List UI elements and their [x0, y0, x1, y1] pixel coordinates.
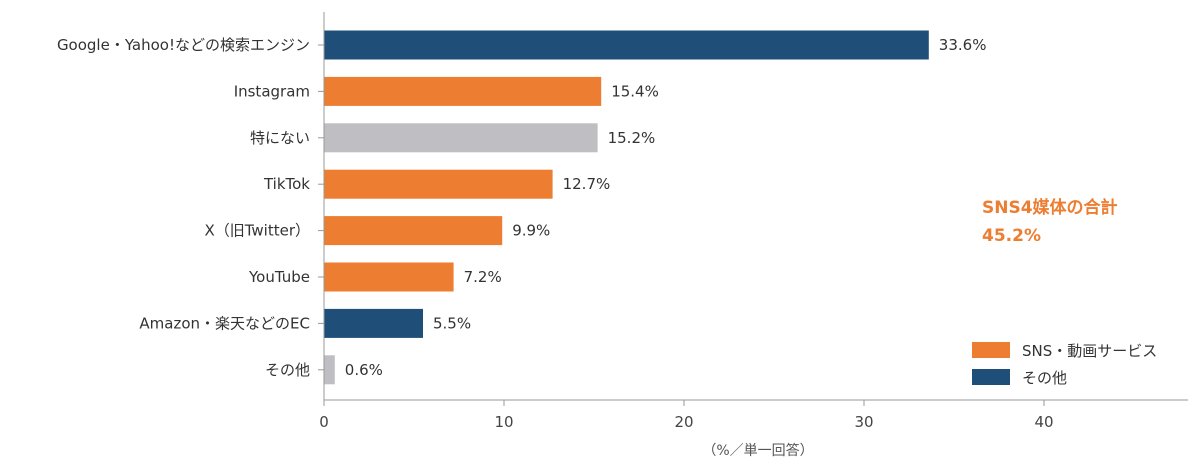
legend-swatch-other [972, 369, 1010, 385]
value-label-3: 15.2% [608, 129, 656, 147]
bar-4 [324, 169, 553, 199]
bar-2 [324, 76, 602, 106]
value-label-8: 0.6% [345, 361, 383, 379]
bar-5 [324, 216, 503, 246]
bar-7 [324, 308, 423, 338]
bar-6 [324, 262, 454, 292]
value-label-1: 33.6% [939, 36, 987, 54]
bars-layer [324, 30, 929, 385]
bar-1 [324, 30, 929, 60]
x-tick-label-4: 30 [854, 413, 873, 431]
value-label-7: 5.5% [433, 314, 471, 332]
x-axis-unit-label: （%／単一回答） [702, 442, 813, 459]
labels-layer: 33.6% Google・Yahoo!などの検索エンジン 15.4% Instagra… [57, 36, 987, 379]
x-tick-label-3: 20 [674, 413, 693, 431]
legend: SNS・動画サービス その他 [972, 342, 1157, 387]
category-label-5: X（旧Twitter） [204, 222, 310, 240]
legend-swatch-sns [972, 342, 1010, 358]
value-label-2: 15.4% [611, 82, 659, 100]
annotation-line-1: SNS4媒体の合計 [982, 197, 1118, 218]
category-label-3: 特にない [250, 129, 310, 147]
category-label-1: Google・Yahoo!などの検索エンジン [57, 36, 310, 54]
category-label-4: TikTok [263, 175, 310, 193]
category-label-6: YouTube [248, 268, 310, 286]
value-label-4: 12.7% [563, 175, 611, 193]
legend-label-other: その他 [1022, 369, 1067, 387]
x-tick-label-2: 10 [494, 413, 513, 431]
value-label-6: 7.2% [464, 268, 502, 286]
x-tick-label-5: 40 [1034, 413, 1053, 431]
category-label-7: Amazon・楽天などのEC [139, 314, 310, 332]
bar-8 [324, 355, 335, 385]
bar-3 [324, 123, 598, 153]
category-label-8: その他 [265, 361, 310, 379]
annotation-line-2: 45.2% [982, 226, 1041, 246]
axis-layer: 0 10 20 30 40 [318, 12, 1188, 431]
legend-label-sns: SNS・動画サービス [1022, 342, 1157, 360]
x-tick-label-1: 0 [319, 413, 329, 431]
value-label-5: 9.9% [512, 222, 550, 240]
category-label-2: Instagram [234, 82, 310, 100]
